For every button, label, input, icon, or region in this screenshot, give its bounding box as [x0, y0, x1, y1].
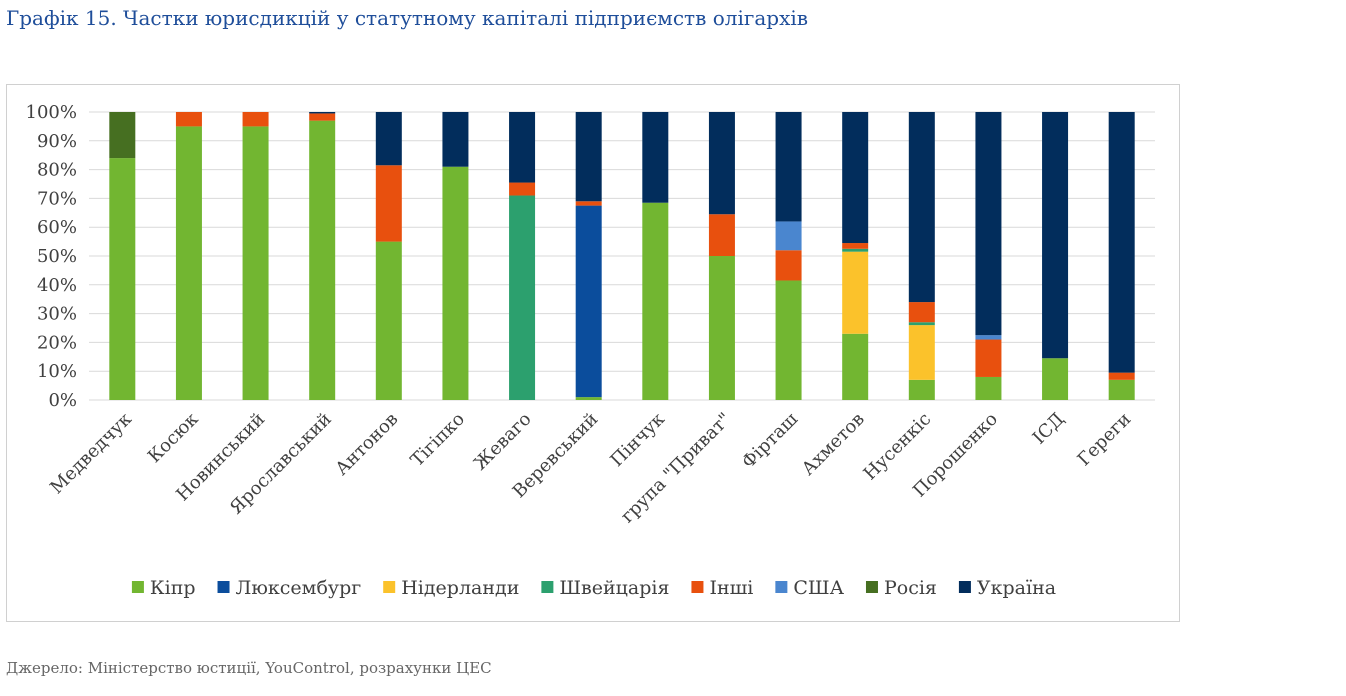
y-tick-label: 40%	[37, 275, 77, 296]
bar-segment	[509, 182, 536, 196]
bar-segment	[775, 221, 802, 251]
legend-swatch	[541, 581, 554, 593]
bar-segment	[642, 202, 669, 400]
bar-segment	[375, 241, 402, 400]
bar-segment	[975, 112, 1002, 336]
source-note: Джерело: Міністерство юстиції, YouContro…	[6, 659, 492, 677]
bar-segment	[842, 243, 869, 249]
x-axis-labels: Медведчук КосюкНовинськийЯрославськийАнто…	[46, 408, 1135, 527]
x-category-label: Медведчук	[46, 408, 136, 498]
bar-segment	[309, 113, 336, 121]
bar-segment	[575, 397, 602, 400]
legend-swatch	[691, 581, 704, 593]
y-tick-label: 0%	[48, 390, 77, 411]
stacked-bar-chart: 0% 10% 20% 30% 40% 50% 60% 70% 80% 90% 100% Медвед…	[26, 102, 1155, 599]
bar-segment	[975, 376, 1002, 400]
bar-segment	[842, 248, 869, 252]
legend-label: Інші	[709, 577, 753, 599]
bar-segment	[708, 112, 735, 215]
x-category-label: група "Приват"	[617, 409, 736, 528]
bar-segment	[1108, 372, 1135, 380]
x-category-label: Тігіпко	[407, 409, 469, 471]
bar-segment	[442, 166, 469, 400]
x-category-label: Жеваго	[470, 409, 536, 475]
bar-segment	[242, 112, 269, 127]
bar-segment	[375, 165, 402, 242]
bar-segment	[775, 250, 802, 281]
legend: Кіпр Люксембург Нідерланди Швейцарія Інші США…	[131, 577, 1056, 599]
chart-frame: 0% 10% 20% 30% 40% 50% 60% 70% 80% 90% 100% Медвед…	[6, 84, 1180, 622]
y-tick-label: 100%	[26, 102, 77, 123]
bar-segment	[775, 280, 802, 400]
x-category-label: Фірташ	[738, 409, 802, 473]
legend-swatch	[131, 581, 144, 593]
bar-segment	[1108, 379, 1135, 400]
y-tick-label: 80%	[37, 160, 77, 181]
chart-title: Графік 15. Частки юрисдикцій у статутном…	[6, 6, 809, 30]
bar-segment	[842, 251, 869, 334]
y-tick-label: 30%	[37, 304, 77, 325]
bar-segment	[975, 339, 1002, 377]
bar-segment	[375, 112, 402, 166]
bar-segment	[109, 158, 136, 400]
bar-segment	[908, 379, 935, 400]
x-category-label: Антонов	[331, 409, 402, 480]
bar-segment	[242, 126, 269, 401]
legend-label: США	[793, 577, 844, 599]
bar-segment	[642, 112, 669, 203]
bar-segment	[1042, 358, 1069, 400]
legend-swatch	[217, 581, 230, 593]
bar-segment	[109, 112, 136, 159]
bar-segment	[575, 201, 602, 206]
bar-segment	[708, 214, 735, 256]
legend-label: Кіпр	[150, 577, 196, 599]
bar-segment	[842, 333, 869, 400]
legend-swatch	[865, 581, 878, 593]
x-category-label: Гереги	[1074, 409, 1136, 471]
bar-segment	[175, 126, 202, 401]
bar-segment	[309, 120, 336, 400]
bar-segment	[842, 112, 869, 244]
x-category-label: Ахметов	[798, 409, 869, 480]
bar-segment	[975, 335, 1002, 340]
legend-label: Україна	[977, 577, 1056, 599]
x-category-label: ІСД	[1029, 409, 1069, 449]
bar-segment	[175, 112, 202, 127]
bar-segment	[908, 322, 935, 326]
bar-segment	[1108, 112, 1135, 373]
bar-segment	[1042, 112, 1069, 359]
bar-segment	[908, 302, 935, 323]
bar-segment	[575, 112, 602, 202]
y-tick-label: 90%	[37, 131, 77, 152]
legend-label: Швейцарія	[559, 577, 669, 599]
legend-swatch	[775, 581, 788, 593]
bar-segment	[775, 112, 802, 222]
bar-segment	[908, 112, 935, 303]
y-axis-ticks: 0% 10% 20% 30% 40% 50% 60% 70% 80% 90% 100%	[26, 102, 77, 411]
bar-segment	[908, 325, 935, 380]
bar-segment	[442, 112, 469, 167]
legend-label: Росія	[884, 577, 937, 599]
y-tick-label: 10%	[37, 361, 77, 382]
y-tick-label: 60%	[37, 217, 77, 238]
bar-segment	[509, 112, 536, 183]
bar-segment	[575, 205, 602, 398]
y-tick-label: 20%	[37, 332, 77, 353]
bars	[109, 112, 1135, 401]
legend-label: Люксембург	[236, 577, 362, 599]
bar-segment	[309, 112, 336, 114]
legend-label: Нідерланди	[401, 577, 519, 599]
y-tick-label: 70%	[37, 188, 77, 209]
legend-swatch	[383, 581, 396, 593]
legend-swatch	[958, 581, 971, 593]
x-category-label: Косюк	[144, 408, 203, 467]
y-tick-label: 50%	[37, 246, 77, 267]
x-category-label: Пінчук	[606, 408, 669, 471]
bar-segment	[708, 256, 735, 400]
bar-segment	[509, 195, 536, 400]
